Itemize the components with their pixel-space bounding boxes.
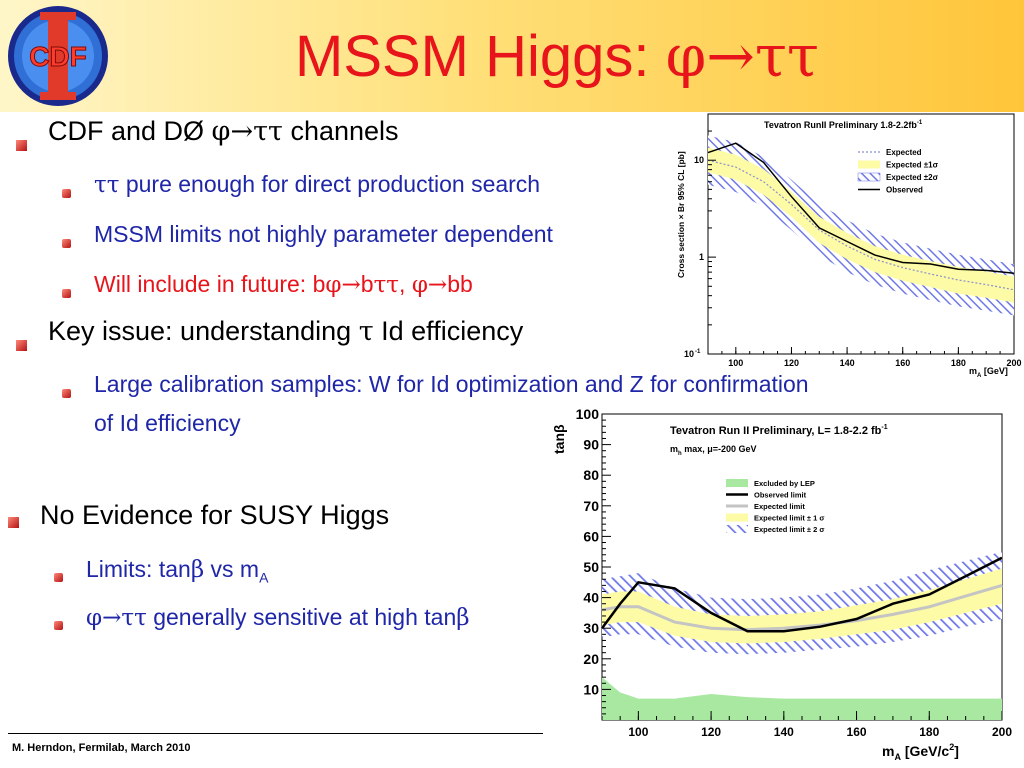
chart-tanbeta: 100 120 140 160 180 200102030405060708090100 … [551, 406, 1012, 762]
chart2-ytick-label: 80 [583, 467, 599, 483]
chart2-legend: Excluded by LEP Observed limit Expected li… [726, 479, 825, 534]
chart2-legend-swatch [726, 513, 748, 522]
chart1-ytick-label-sup: -1 [695, 349, 701, 355]
bullet-marker [16, 340, 27, 351]
bullet-marker [16, 140, 27, 151]
chart2-legend-label: Expected limit ± 1 σ [754, 514, 825, 523]
chart1-ytick-label: 1 [699, 252, 704, 262]
chart2-ytick-label: 10 [583, 681, 599, 697]
sub-bullet-future: Will include in future: bφ→bττ, φ→bb [94, 271, 473, 298]
chart2-ytick-label: 100 [576, 406, 600, 422]
title-symbol: φ→ττ [665, 22, 820, 90]
chart2-band-1sigma [602, 568, 1002, 644]
chart1-legend: Expected Expected ±1σ Expected ±2σ Observed [857, 148, 939, 195]
chart2-xtick-label: 100 [628, 725, 648, 739]
chart1-expected-line [707, 159, 1015, 291]
chart1-legend-label: Observed [886, 186, 923, 195]
chart2-ylabel: tanβ [551, 424, 567, 454]
chart1-legend-label: Expected ±1σ [886, 161, 939, 170]
chart2-ytick-label: 20 [583, 651, 599, 667]
chart2-expected-line [601, 583, 1003, 632]
chart1-observed-line [707, 142, 1015, 275]
chart1-band-1sigma [708, 147, 1014, 303]
chart1-xtick-label: 180 [951, 358, 966, 368]
chart1-legend-swatch [858, 160, 880, 169]
footer-divider [8, 733, 543, 734]
chart2-xtick-label: 160 [847, 725, 867, 739]
chart2-ytick-label: 60 [583, 528, 599, 544]
chart2-legend-label: Excluded by LEP [754, 479, 815, 488]
sub-bullet-mssm-limits: MSSM limits not highly parameter depende… [94, 221, 553, 247]
sub-bullet-limits: Limits: tanβ vs mA [86, 556, 269, 586]
chart1-ytick-label: 10 [684, 349, 694, 359]
chart1-xtick-label: 200 [1006, 358, 1021, 368]
chart2-frame [601, 413, 1003, 721]
title-text: MSSM Higgs: [295, 24, 666, 89]
sub-bullet-marker [62, 239, 71, 248]
chart2-ytick-label: 30 [583, 620, 599, 636]
chart2-xtick-label: 140 [774, 725, 794, 739]
sub-bullet-marker [62, 189, 71, 198]
chart1-xlabel: mA [GeV] [969, 366, 1008, 379]
chart1-xtick-label: 140 [840, 358, 855, 368]
page-title: MSSM Higgs: φ→ττ [295, 22, 819, 90]
sub-bullet-calibration-line1: Large calibration samples: W for Id opti… [94, 371, 809, 397]
sub-bullet-tautau-purity: ττ pure enough for direct production sea… [94, 171, 541, 198]
chart2-legend-label: Observed limit [754, 491, 807, 500]
chart2-xtick-label: 120 [701, 725, 721, 739]
chart1-legend-label: Expected ±2σ [886, 173, 939, 182]
bullet-marker [8, 517, 19, 528]
sub-bullet-calibration-line2: of Id efficiency [94, 410, 241, 436]
bullet-cdf-d0-channels: CDF and DØ φ→ττ channels [48, 116, 399, 147]
chart2-title: Tevatron Run II Preliminary, L= 1.8-2.2 … [670, 424, 888, 437]
sub-bullet-sensitivity: φ→ττ generally sensitive at high tanβ [86, 604, 470, 631]
chart2-legend-label: Expected limit [754, 502, 805, 511]
sub-bullet-marker [54, 621, 63, 630]
chart2-legend-swatch [726, 525, 748, 533]
chart2-subtitle: mh max, μ=-200 GeV [670, 444, 757, 457]
chart2-legend-label: Expected limit ± 2 σ [754, 525, 825, 534]
chart1-xtick-label: 100 [728, 358, 743, 368]
chart2-ytick-label: 40 [583, 590, 599, 606]
chart1-ylabel: Cross section × Br 95% CL [pb] [676, 151, 686, 278]
chart2-legend-swatch [726, 479, 748, 487]
chart1-title: Tevatron RunII Preliminary 1.8-2.2fb-1 [764, 120, 923, 130]
logo-text: CDF [29, 41, 87, 72]
footer-text: M. Herndon, Fermilab, March 2010 [12, 742, 191, 754]
bullet-key-issue: Key issue: understanding τ Id efficiency [48, 316, 524, 347]
chart2-observed-line [600, 556, 1003, 633]
chart2-xtick-label: 200 [992, 725, 1012, 739]
chart2-ytick-label: 50 [583, 559, 599, 575]
chart2-ytick-label: 70 [583, 498, 599, 514]
chart2-ytick-label: 90 [583, 437, 599, 453]
chart2-xtick-label: 180 [919, 725, 939, 739]
sub-bullet-marker [54, 573, 63, 582]
chart1-legend-label: Expected [886, 148, 922, 157]
chart1-xtick-label: 160 [895, 358, 910, 368]
chart1-ytick-label: 10 [694, 155, 704, 165]
cdf-logo: CDF [8, 6, 108, 106]
chart2-xlabel: mA [GeV/c2] [882, 742, 959, 762]
sub-bullet-marker [62, 389, 71, 398]
chart1-xtick-label: 120 [784, 358, 799, 368]
chart1-legend-swatch [857, 172, 881, 182]
sub-bullet-marker [62, 289, 71, 298]
bullet-no-evidence: No Evidence for SUSY Higgs [40, 500, 390, 530]
header-band [0, 0, 1024, 112]
